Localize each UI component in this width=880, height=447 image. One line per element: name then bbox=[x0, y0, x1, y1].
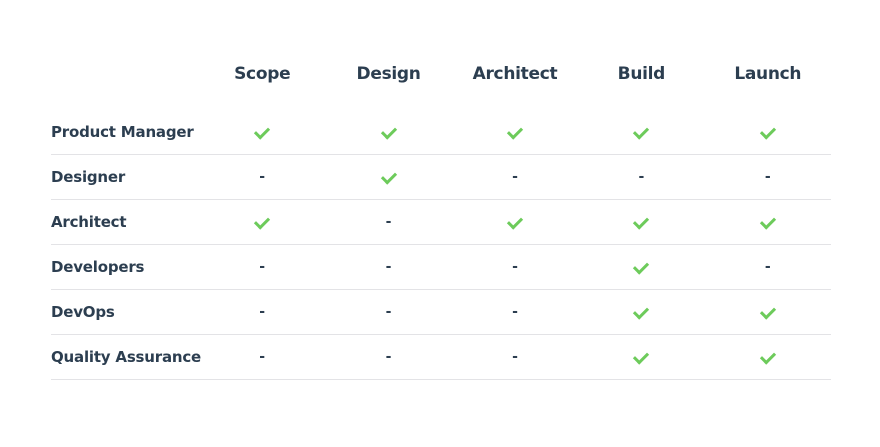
column-header: Design bbox=[356, 64, 421, 84]
check-icon bbox=[506, 213, 524, 230]
check-icon bbox=[759, 123, 776, 140]
check-icon bbox=[254, 213, 271, 230]
table-cell bbox=[705, 123, 831, 140]
column-header: Build bbox=[617, 64, 666, 84]
table-row: DevOps - - - bbox=[51, 290, 831, 335]
table-row: Quality Assurance - - - bbox=[51, 335, 831, 380]
check-icon bbox=[759, 348, 776, 365]
table-cell bbox=[578, 303, 704, 320]
check-icon bbox=[633, 258, 650, 275]
row-label: Designer bbox=[51, 168, 126, 186]
table-cell: - bbox=[199, 169, 325, 185]
check-icon bbox=[759, 303, 776, 320]
dash-marker: - bbox=[512, 259, 518, 275]
dash-marker: - bbox=[512, 304, 518, 320]
table-cell: - bbox=[705, 169, 831, 185]
roles-phase-table: Scope Design Architect Build Launch Prod… bbox=[51, 52, 831, 380]
table-cell: - bbox=[199, 349, 325, 365]
table-cell: - bbox=[325, 304, 451, 320]
table-cell bbox=[705, 213, 831, 230]
table-cell bbox=[578, 213, 704, 230]
row-label: Architect bbox=[51, 213, 127, 231]
check-icon bbox=[633, 348, 650, 365]
table-cell: - bbox=[452, 169, 578, 185]
dash-marker: - bbox=[259, 304, 266, 320]
check-icon bbox=[254, 123, 271, 140]
dash-marker: - bbox=[512, 169, 518, 185]
dash-marker: - bbox=[385, 214, 392, 230]
table-cell: - bbox=[199, 304, 325, 320]
table-cell: - bbox=[325, 349, 451, 365]
dash-marker: - bbox=[259, 169, 266, 185]
check-icon bbox=[380, 168, 397, 185]
dash-marker: - bbox=[638, 169, 645, 185]
table-cell bbox=[705, 348, 831, 365]
check-icon bbox=[633, 303, 650, 320]
table-cell: - bbox=[452, 349, 578, 365]
table-cell bbox=[452, 213, 578, 230]
check-icon bbox=[633, 123, 650, 140]
table-row: Product Manager bbox=[51, 110, 831, 155]
check-icon bbox=[506, 123, 524, 140]
row-label: Product Manager bbox=[51, 123, 194, 141]
dash-marker: - bbox=[259, 259, 266, 275]
table-cell bbox=[705, 303, 831, 320]
dash-marker: - bbox=[259, 349, 266, 365]
table-cell: - bbox=[452, 259, 578, 275]
table-cell: - bbox=[705, 259, 831, 275]
column-header: Launch bbox=[734, 64, 802, 84]
table-cell: - bbox=[578, 169, 704, 185]
check-icon bbox=[380, 123, 397, 140]
table-cell bbox=[578, 258, 704, 275]
table-cell bbox=[578, 123, 704, 140]
column-header: Scope bbox=[234, 64, 291, 84]
table-row: Architect - bbox=[51, 200, 831, 245]
dash-marker: - bbox=[385, 349, 392, 365]
dash-marker: - bbox=[385, 304, 392, 320]
table-body: Product Manager Designer - - - - Architect - Dev… bbox=[51, 110, 831, 380]
check-icon bbox=[759, 213, 776, 230]
check-icon bbox=[633, 213, 650, 230]
column-header: Architect bbox=[472, 64, 558, 84]
dash-marker: - bbox=[764, 259, 771, 275]
dash-marker: - bbox=[764, 169, 771, 185]
dash-marker: - bbox=[385, 259, 392, 275]
table-cell: - bbox=[452, 304, 578, 320]
table-cell: - bbox=[199, 259, 325, 275]
table-cell bbox=[199, 123, 325, 140]
table-cell: - bbox=[325, 259, 451, 275]
table-cell bbox=[325, 123, 451, 140]
table-header: Scope Design Architect Build Launch bbox=[51, 52, 831, 96]
table-cell: - bbox=[325, 214, 451, 230]
dash-marker: - bbox=[512, 349, 518, 365]
table-row: Designer - - - - bbox=[51, 155, 831, 200]
row-label: Quality Assurance bbox=[51, 348, 202, 366]
table-cell bbox=[325, 168, 451, 185]
row-label: DevOps bbox=[51, 303, 115, 321]
row-label: Developers bbox=[51, 258, 145, 276]
table-cell bbox=[199, 213, 325, 230]
table-cell bbox=[452, 123, 578, 140]
table-cell bbox=[578, 348, 704, 365]
table-row: Developers - - - - bbox=[51, 245, 831, 290]
